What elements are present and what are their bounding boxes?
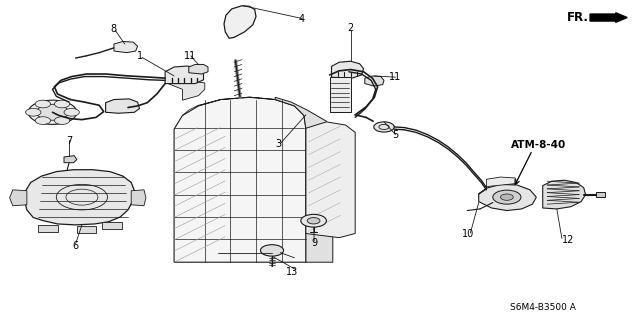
Polygon shape <box>165 66 204 84</box>
Circle shape <box>500 194 513 200</box>
Circle shape <box>493 190 521 204</box>
Polygon shape <box>332 61 364 78</box>
Polygon shape <box>38 225 58 232</box>
Polygon shape <box>77 226 96 233</box>
Circle shape <box>301 214 326 227</box>
Polygon shape <box>486 177 517 187</box>
Polygon shape <box>306 122 355 238</box>
Polygon shape <box>114 41 138 53</box>
FancyArrow shape <box>590 13 627 22</box>
Text: 11: 11 <box>389 72 402 82</box>
Text: 12: 12 <box>561 235 574 245</box>
Circle shape <box>36 104 68 120</box>
Text: 4: 4 <box>299 13 305 24</box>
Text: S6M4-B3500 A: S6M4-B3500 A <box>510 303 575 312</box>
Circle shape <box>35 117 51 124</box>
Text: 10: 10 <box>462 228 475 239</box>
Text: 5: 5 <box>392 130 399 140</box>
Polygon shape <box>189 64 208 74</box>
Text: 9: 9 <box>311 238 317 248</box>
Polygon shape <box>102 222 122 229</box>
Circle shape <box>26 108 41 116</box>
Text: 11: 11 <box>184 51 196 61</box>
Polygon shape <box>365 76 384 86</box>
Polygon shape <box>330 77 351 112</box>
Text: 8: 8 <box>111 24 117 34</box>
Text: 13: 13 <box>286 267 299 277</box>
Circle shape <box>54 117 70 124</box>
Polygon shape <box>543 180 586 209</box>
Circle shape <box>374 122 394 132</box>
Polygon shape <box>166 78 205 100</box>
Circle shape <box>28 100 77 124</box>
Circle shape <box>307 218 320 224</box>
Circle shape <box>260 245 284 256</box>
Circle shape <box>35 100 51 108</box>
Text: 1: 1 <box>136 51 143 61</box>
Polygon shape <box>596 192 605 197</box>
Polygon shape <box>275 97 333 262</box>
Polygon shape <box>174 97 306 262</box>
Polygon shape <box>64 156 77 163</box>
Polygon shape <box>479 184 536 211</box>
Text: ATM-8-40: ATM-8-40 <box>511 140 566 150</box>
Polygon shape <box>131 190 146 206</box>
Polygon shape <box>106 99 140 113</box>
Polygon shape <box>182 97 306 115</box>
Text: 6: 6 <box>72 241 79 251</box>
Text: 2: 2 <box>347 23 353 33</box>
Circle shape <box>64 108 79 116</box>
Text: 3: 3 <box>275 139 282 149</box>
Polygon shape <box>224 6 256 38</box>
Text: 7: 7 <box>66 136 72 146</box>
Circle shape <box>54 100 70 108</box>
Polygon shape <box>10 190 27 206</box>
Polygon shape <box>24 170 134 225</box>
Text: FR.: FR. <box>566 11 588 24</box>
